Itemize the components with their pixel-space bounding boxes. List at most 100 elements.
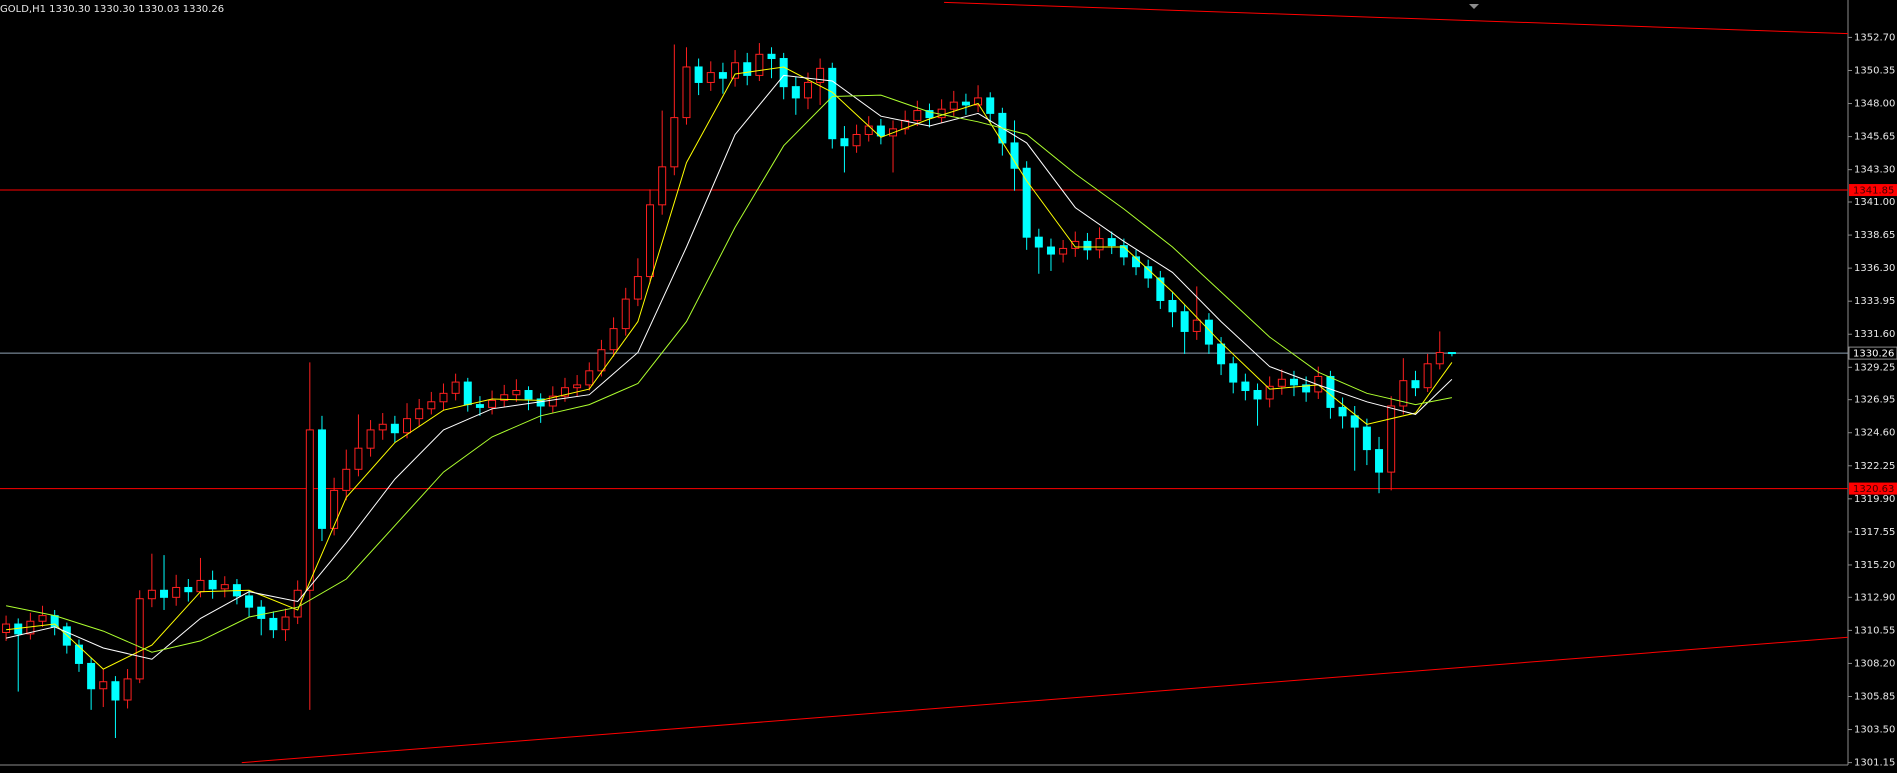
price-label: 1330.26 — [1853, 349, 1894, 360]
candle-body — [2, 623, 11, 633]
y-tick-label: 1338.65 — [1854, 230, 1895, 241]
candle-body — [706, 72, 715, 83]
candle-body — [439, 392, 448, 403]
price-label: 1320.63 — [1853, 484, 1894, 495]
trend-line — [944, 1, 1848, 35]
candle-body — [415, 408, 424, 420]
candle-body — [633, 276, 642, 300]
candle-body — [1034, 236, 1043, 248]
candle-body — [62, 626, 71, 646]
candle-body — [840, 138, 849, 147]
moving-average — [6, 94, 1452, 653]
candle-body — [512, 390, 521, 396]
candle-body — [111, 681, 120, 701]
candle-body — [208, 579, 217, 590]
candle-body — [1217, 343, 1226, 365]
candle-body — [560, 387, 569, 397]
candle-body — [1411, 380, 1420, 389]
candle-body — [281, 616, 290, 631]
candle-body — [1314, 375, 1323, 393]
moving-average — [5, 74, 1453, 660]
candle-body — [524, 390, 533, 400]
candle-body — [220, 584, 229, 590]
candle-body — [1071, 240, 1080, 249]
y-tick-label: 1336.30 — [1854, 263, 1895, 274]
candle-body — [330, 489, 339, 529]
candle-body — [1265, 385, 1274, 400]
y-tick-label: 1329.25 — [1854, 362, 1895, 373]
y-tick-label: 1333.95 — [1854, 296, 1895, 307]
candle-body — [1059, 247, 1068, 255]
candle-body — [573, 384, 582, 389]
candle-body — [38, 615, 47, 622]
candle-body — [658, 166, 667, 206]
candle-body — [816, 67, 825, 83]
candle-body — [779, 58, 788, 88]
candle-body — [864, 125, 873, 135]
candle-body — [184, 586, 193, 593]
candle-body — [743, 62, 752, 76]
candle-body — [305, 429, 314, 591]
candle-body — [500, 394, 509, 401]
candle-body — [366, 429, 375, 449]
candle-body — [585, 370, 594, 386]
candle-body — [1338, 406, 1347, 417]
candle-body — [1447, 352, 1456, 355]
candle-body — [293, 589, 302, 618]
candle-body — [949, 101, 958, 110]
y-tick-label: 1345.65 — [1854, 132, 1895, 143]
candle-body — [1423, 363, 1432, 389]
candle-body — [87, 662, 96, 690]
candle-body — [50, 615, 59, 628]
candle-body — [403, 418, 412, 434]
trend-line — [241, 636, 1848, 764]
candle-body — [354, 447, 363, 470]
candle-body — [694, 66, 703, 83]
candle-body — [390, 423, 399, 434]
y-tick-label: 1312.90 — [1854, 592, 1895, 603]
candle-body — [986, 97, 995, 114]
y-tick-label: 1324.60 — [1854, 428, 1895, 439]
candle-body — [670, 117, 679, 168]
candle-body — [317, 429, 326, 529]
candle-body — [378, 423, 387, 431]
candle-body — [1302, 384, 1311, 393]
candle-body — [1046, 246, 1055, 255]
candle-body — [196, 579, 205, 593]
candle-body — [1180, 311, 1189, 332]
candle-body — [852, 133, 861, 147]
candle-body — [1435, 352, 1444, 365]
candle-body — [974, 97, 983, 106]
candle-body — [1387, 405, 1396, 473]
candle-body — [123, 678, 132, 701]
candle-body — [1107, 238, 1116, 247]
y-tick-label: 1315.20 — [1854, 560, 1895, 571]
candle-body — [1229, 363, 1238, 383]
candle-body — [160, 589, 169, 598]
candle-body — [901, 119, 910, 130]
y-tick-label: 1305.85 — [1854, 691, 1895, 702]
candle-body — [1350, 415, 1359, 428]
candle-body — [791, 86, 800, 99]
candle-body — [172, 586, 181, 598]
candle-body — [1289, 378, 1298, 386]
candle-body — [1022, 167, 1031, 238]
candle-body — [1010, 142, 1019, 169]
candle-body — [609, 328, 618, 351]
y-tick-label: 1301.15 — [1854, 758, 1895, 769]
candle-body — [597, 349, 606, 372]
candle-body — [1399, 380, 1408, 407]
candle-body — [147, 589, 156, 600]
shift-marker — [1469, 4, 1479, 9]
candle-body — [925, 110, 934, 119]
candle-body — [427, 401, 436, 410]
candle-body — [1083, 240, 1092, 251]
candle-body — [1204, 319, 1213, 345]
candle-body — [74, 644, 83, 664]
candle-body — [913, 110, 922, 121]
chart-title: GOLD,H1 1330.30 1330.30 1330.03 1330.26 — [0, 4, 224, 15]
candle-body — [342, 468, 351, 491]
candle-body — [548, 395, 557, 407]
candle-body — [876, 125, 885, 137]
y-tick-label: 1308.20 — [1854, 658, 1895, 669]
